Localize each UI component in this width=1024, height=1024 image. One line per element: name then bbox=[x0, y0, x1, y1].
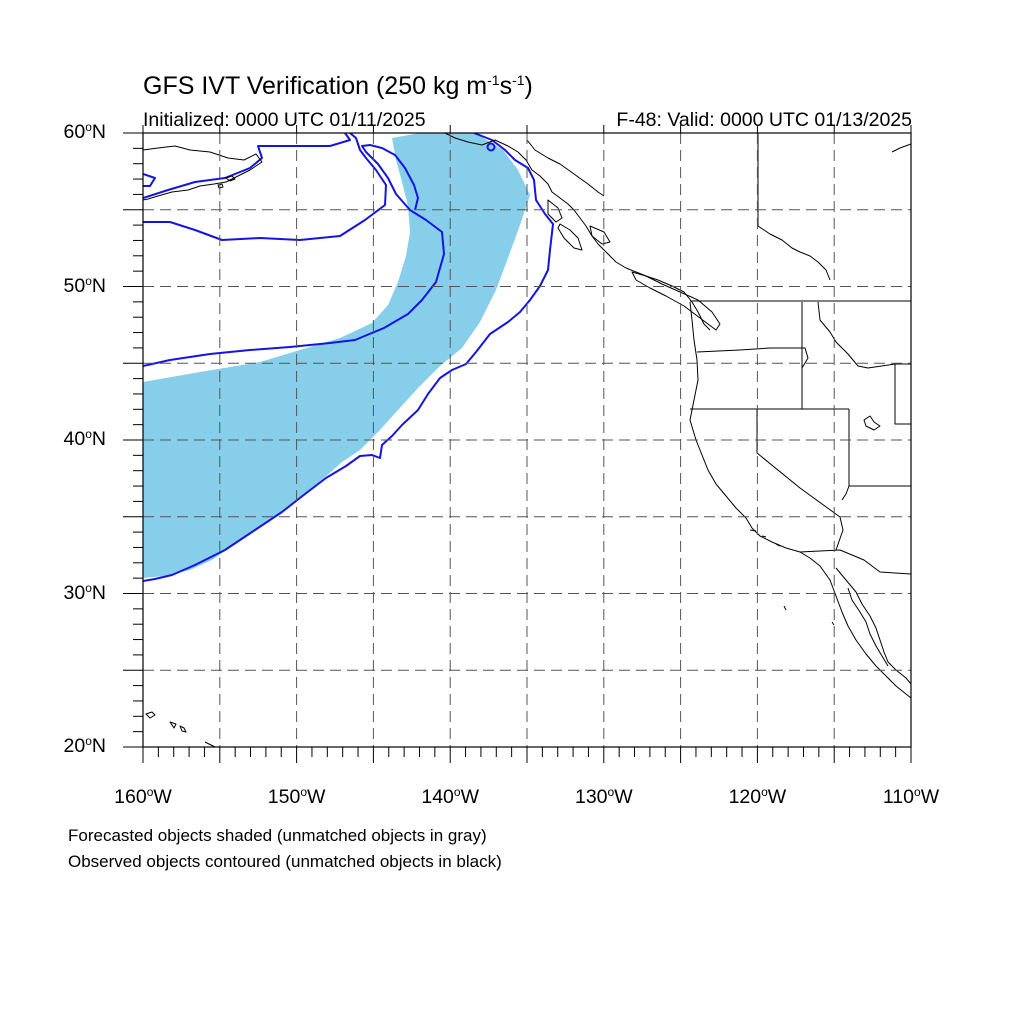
island-revillagigedo bbox=[831, 621, 835, 626]
lon-label: 150oW bbox=[267, 785, 326, 808]
coastline-alaska bbox=[143, 145, 263, 201]
lon-label: 140oW bbox=[421, 785, 479, 808]
lat-label: 30oN bbox=[63, 580, 106, 604]
observed-contour-small bbox=[143, 173, 156, 187]
lat-label: 50oN bbox=[63, 273, 106, 297]
map-frame bbox=[142, 132, 912, 748]
observed-contour-dot bbox=[486, 142, 496, 152]
observed-contour-north bbox=[143, 133, 387, 241]
lat-label: 20oN bbox=[63, 734, 106, 757]
valid-time: F-48: Valid: 0000 UTC 01/13/2025 bbox=[616, 109, 912, 131]
lon-label: 160oW bbox=[114, 785, 172, 808]
lat-label: 60oN bbox=[63, 120, 106, 143]
gridlines bbox=[143, 133, 911, 747]
lake-great-salt bbox=[863, 415, 881, 431]
lon-label: 120oW bbox=[728, 785, 787, 808]
island-channel bbox=[749, 529, 781, 547]
border-us-mexico bbox=[799, 549, 911, 575]
coastline-gulf-california bbox=[847, 587, 889, 667]
border-alaska-canada bbox=[526, 139, 605, 197]
initialized-time: Initialized: 0000 UTC 01/11/2025 bbox=[143, 109, 426, 131]
coastline-bc-islands bbox=[547, 199, 611, 251]
coastline-alaska-islands bbox=[217, 175, 236, 189]
chart-title: GFS IVT Verification (250 kg m-1s-1) bbox=[143, 72, 533, 100]
observed-contour-main bbox=[143, 133, 554, 582]
forecast-ivt-object bbox=[143, 133, 530, 578]
lon-label: 110oW bbox=[882, 785, 940, 808]
coastline-northeast bbox=[891, 143, 911, 153]
observed-contour-inner bbox=[143, 144, 445, 367]
lat-label: 40oN bbox=[63, 427, 106, 450]
island-guadalupe bbox=[783, 605, 787, 611]
coastline-hudson-region bbox=[757, 225, 831, 281]
footnote-observed: Observed objects contoured (unmatched ob… bbox=[68, 852, 502, 871]
coastline-baja bbox=[835, 567, 911, 685]
coastline-vancouver-island bbox=[631, 271, 721, 331]
lon-label: 130oW bbox=[574, 785, 633, 808]
footnote-forecast: Forecasted objects shaded (unmatched obj… bbox=[68, 826, 487, 845]
coastline-pacific-northwest bbox=[689, 301, 911, 699]
axis-ticks bbox=[123, 125, 912, 763]
observed-contour-alaska bbox=[143, 133, 351, 199]
island-hawaii bbox=[145, 711, 216, 747]
border-states bbox=[690, 301, 911, 551]
